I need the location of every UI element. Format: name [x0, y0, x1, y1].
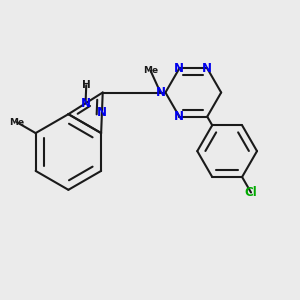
Text: N: N [202, 62, 212, 75]
Text: Me: Me [143, 66, 158, 75]
Text: N: N [81, 97, 91, 110]
Text: N: N [174, 62, 184, 75]
Text: Me: Me [9, 118, 24, 127]
Text: N: N [174, 110, 184, 123]
Text: N: N [97, 106, 107, 119]
Text: Cl: Cl [245, 186, 257, 199]
Text: N: N [155, 86, 166, 99]
Text: H: H [82, 80, 91, 90]
